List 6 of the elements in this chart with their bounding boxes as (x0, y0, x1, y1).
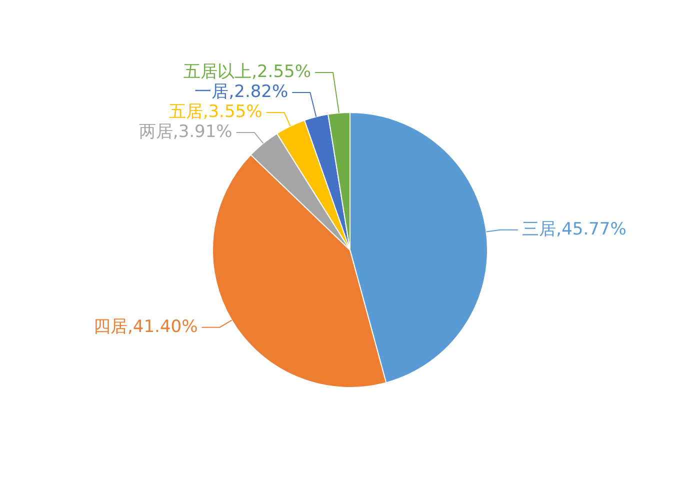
slice-label: 五居,3.55% (168, 102, 262, 122)
slice-label: 一居,2.82% (194, 82, 288, 102)
slice-label: 四居,41.40% (94, 316, 198, 337)
slice-label: 五居以上,2.55% (184, 62, 311, 82)
slice-label: 两居,3.91% (138, 122, 232, 142)
slice-label: 三居,45.77% (522, 219, 626, 240)
